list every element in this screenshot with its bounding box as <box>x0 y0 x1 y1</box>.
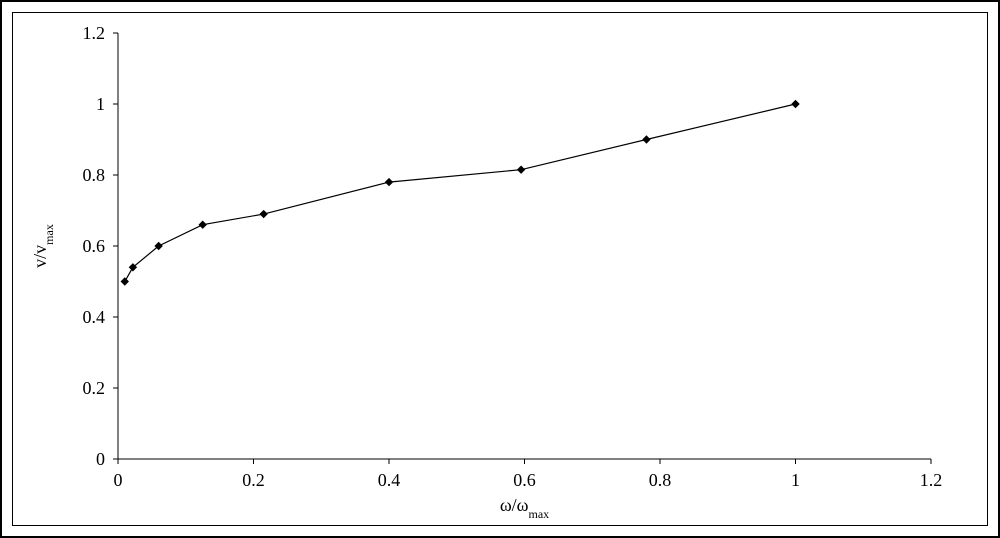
x-tick-label: 1.2 <box>920 470 943 490</box>
chart-inner-frame: 0 0.2 0.4 0.6 0.8 1 1.2 0 0.2 0.4 0.6 0.8 1 1.2 ω/ωmax… <box>12 12 988 526</box>
x-tick-label: 0.8 <box>649 470 672 490</box>
y-tick-label: 0.2 <box>83 378 106 398</box>
x-tick-label: 0.6 <box>513 470 536 490</box>
data-marker <box>260 211 267 218</box>
data-marker <box>199 221 206 228</box>
y-tick-label: 1.2 <box>83 23 106 43</box>
x-tick-label: 0.2 <box>242 470 265 490</box>
x-tick-label: 1 <box>791 470 800 490</box>
y-axis-label: v/vmax <box>30 224 56 268</box>
data-marker <box>518 166 525 173</box>
y-tick-label: 0 <box>96 449 105 469</box>
y-tick-label: 1 <box>96 94 105 114</box>
x-tick-label: 0.4 <box>378 470 401 490</box>
data-marker <box>792 101 799 108</box>
data-marker <box>386 179 393 186</box>
y-tick-label: 0.6 <box>83 236 106 256</box>
chart-outer-frame: 0 0.2 0.4 0.6 0.8 1 1.2 0 0.2 0.4 0.6 0.8 1 1.2 ω/ωmax… <box>0 0 1000 538</box>
data-line <box>125 104 796 282</box>
data-marker <box>643 136 650 143</box>
y-tick-label: 0.8 <box>83 165 106 185</box>
chart-svg: 0 0.2 0.4 0.6 0.8 1 1.2 0 0.2 0.4 0.6 0.8 1 1.2 ω/ωmax… <box>13 13 991 529</box>
x-tick-label: 0 <box>114 470 123 490</box>
y-tick-label: 0.4 <box>83 307 106 327</box>
data-marker <box>121 278 128 285</box>
x-axis-label: ω/ωmax <box>500 495 549 521</box>
